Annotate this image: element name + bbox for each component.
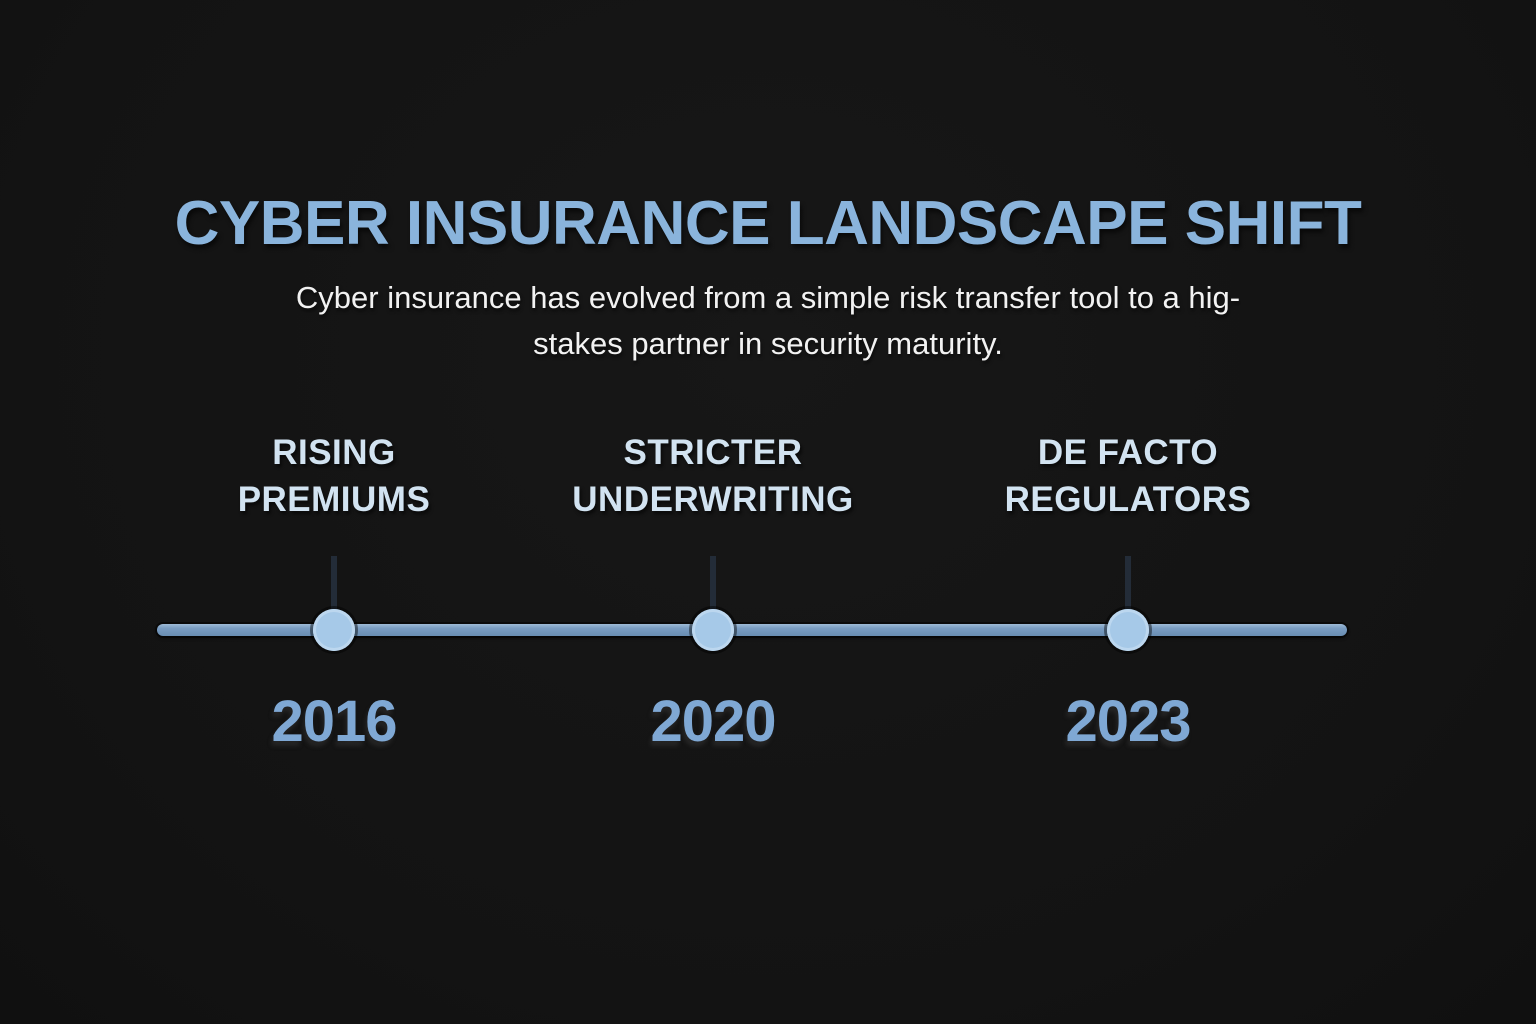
milestone-rising-premiums: RISING PREMIUMS 2016 [144,0,524,1024]
page-title: CYBER INSURANCE LANDSCAPE SHIFT [174,189,1362,258]
subtitle-text: Cyber insurance has evolved from a simpl… [295,280,1241,361]
milestone-year: 2023 [1065,689,1191,754]
milestone-label: RISING PREMIUMS [237,433,431,519]
timeline-axis-line [157,624,1347,636]
milestone-label: DE FACTO REGULATORS [1004,433,1252,519]
milestone-year: 2020 [650,689,776,754]
milestone-de-facto-regulators: DE FACTO REGULATORS 2023 [938,0,1318,1024]
milestone-stricter-underwriting: STRICTER UNDERWRITING 2020 [523,0,903,1024]
milestone-tick-line [710,556,716,614]
milestone-year: 2016 [271,689,397,754]
milestone-label: STRICTER UNDERWRITING [572,433,854,519]
milestone-tick-line [331,556,337,614]
milestone-tick-line [1125,556,1131,614]
